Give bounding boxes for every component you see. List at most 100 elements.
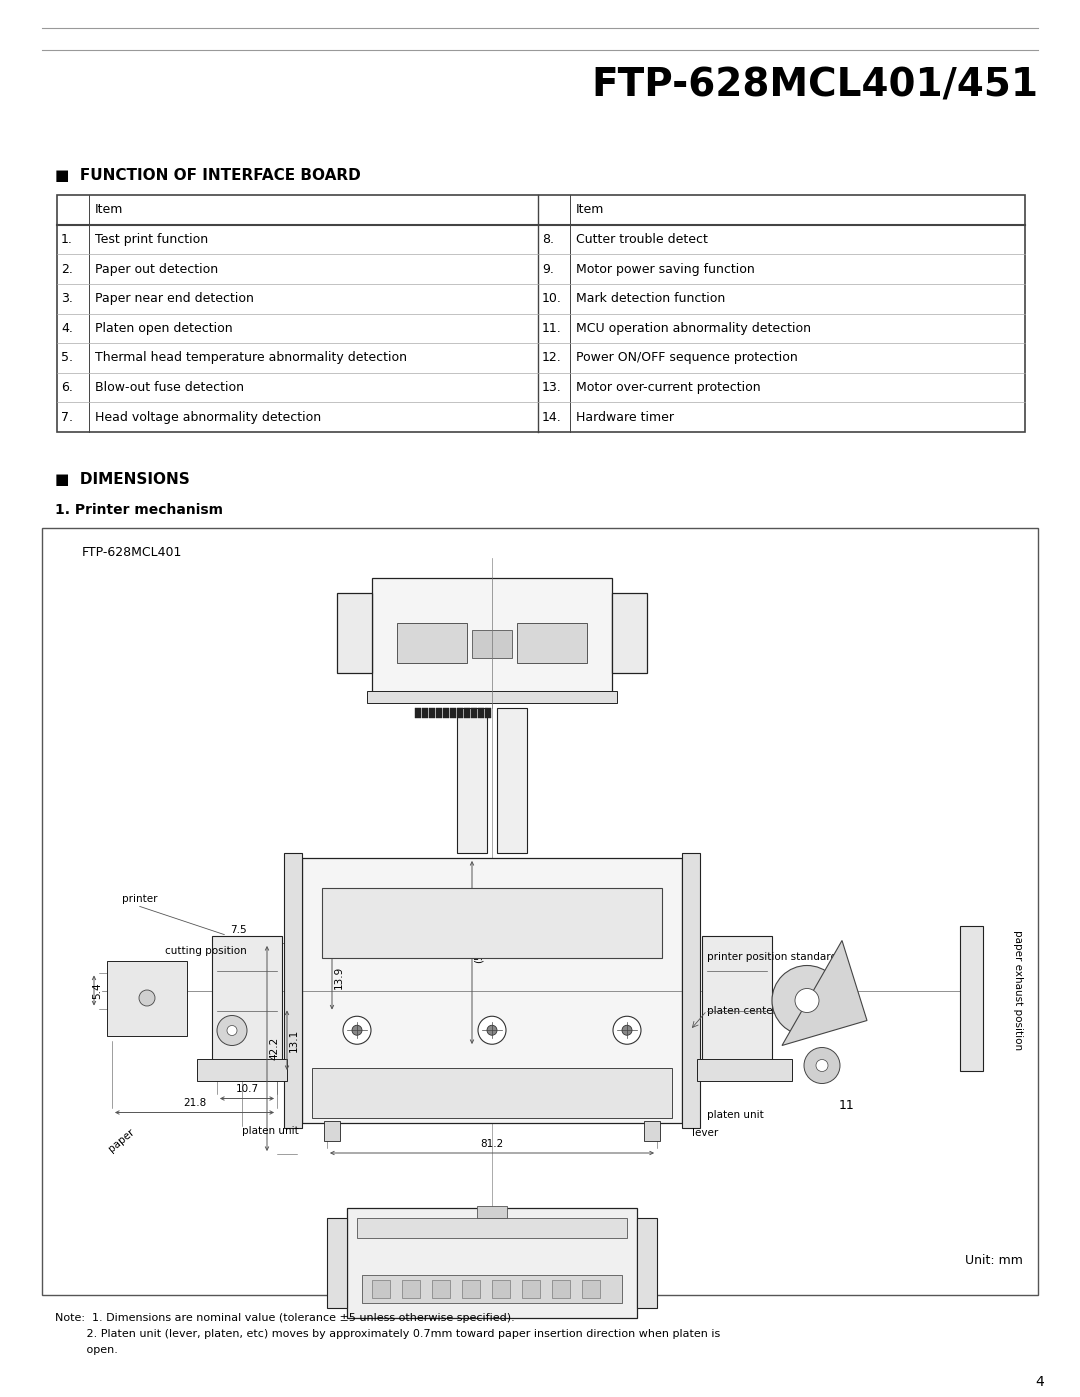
Text: Thermal head temperature abnormality detection: Thermal head temperature abnormality det… <box>95 352 407 365</box>
Text: 6.: 6. <box>60 381 72 394</box>
Bar <box>397 623 467 664</box>
Text: 7.: 7. <box>60 411 73 423</box>
Circle shape <box>613 1016 642 1044</box>
Text: 81.2: 81.2 <box>481 1139 503 1148</box>
Bar <box>347 1208 637 1317</box>
Text: printer: printer <box>122 894 158 904</box>
Bar <box>612 592 647 673</box>
Circle shape <box>795 989 819 1013</box>
Circle shape <box>804 1048 840 1084</box>
Bar <box>197 1059 287 1080</box>
Text: 5.: 5. <box>60 352 73 365</box>
Text: platen unit: platen unit <box>707 1111 764 1120</box>
Bar <box>697 1059 792 1080</box>
Circle shape <box>772 965 842 1035</box>
Bar <box>457 708 487 854</box>
Bar <box>327 1218 347 1308</box>
Text: 13.1: 13.1 <box>289 1028 299 1052</box>
Bar <box>422 708 428 718</box>
Bar <box>478 708 484 718</box>
Bar <box>497 708 527 854</box>
Bar <box>443 708 449 718</box>
Bar <box>337 592 372 673</box>
Circle shape <box>816 1059 828 1071</box>
Text: Head voltage abnormality detection: Head voltage abnormality detection <box>95 411 321 423</box>
Circle shape <box>622 1025 632 1035</box>
Text: Test print function: Test print function <box>95 233 208 246</box>
Text: 3.: 3. <box>60 292 72 305</box>
Text: Unit: mm: Unit: mm <box>966 1253 1023 1267</box>
Bar <box>415 708 421 718</box>
Bar <box>324 1120 340 1141</box>
Circle shape <box>217 1016 247 1045</box>
Text: 2.: 2. <box>60 263 72 275</box>
Bar <box>582 1280 600 1298</box>
Circle shape <box>487 1025 497 1035</box>
Bar <box>357 1218 627 1238</box>
Text: platen center: platen center <box>707 1006 777 1016</box>
Bar <box>462 1280 480 1298</box>
Bar <box>637 1218 657 1308</box>
Text: paper: paper <box>107 1127 137 1154</box>
Bar <box>457 708 463 718</box>
Text: 1. Printer mechanism: 1. Printer mechanism <box>55 503 222 517</box>
Text: Hardware timer: Hardware timer <box>576 411 674 423</box>
Text: FTP-628MCL401: FTP-628MCL401 <box>82 546 183 559</box>
Bar <box>312 1067 672 1118</box>
Text: lever: lever <box>692 1127 718 1139</box>
Bar <box>402 1280 420 1298</box>
Text: ■  FUNCTION OF INTERFACE BOARD: ■ FUNCTION OF INTERFACE BOARD <box>55 168 361 183</box>
Text: 4: 4 <box>1036 1375 1044 1389</box>
Bar <box>212 936 282 1060</box>
Text: open.: open. <box>55 1345 118 1355</box>
Text: Paper out detection: Paper out detection <box>95 263 218 275</box>
Bar <box>492 1280 510 1298</box>
Bar <box>57 196 1025 432</box>
Bar <box>372 1280 390 1298</box>
Text: Item: Item <box>95 204 123 217</box>
Text: 7.5: 7.5 <box>230 925 247 935</box>
Bar <box>432 1280 450 1298</box>
Text: Blow-out fuse detection: Blow-out fuse detection <box>95 381 244 394</box>
Text: Power ON/OFF sequence protection: Power ON/OFF sequence protection <box>576 352 798 365</box>
Text: Motor over-current protection: Motor over-current protection <box>576 381 760 394</box>
Text: 11: 11 <box>839 1099 855 1112</box>
Bar <box>517 623 588 664</box>
Text: 9.: 9. <box>542 263 554 275</box>
Text: 2. Platen unit (lever, platen, etc) moves by approximately 0.7mm toward paper in: 2. Platen unit (lever, platen, etc) move… <box>55 1329 720 1338</box>
Bar <box>472 630 512 658</box>
Bar <box>552 1280 570 1298</box>
Text: 4.: 4. <box>60 321 72 335</box>
Bar <box>450 708 456 718</box>
Text: 42.2: 42.2 <box>269 1037 279 1060</box>
Text: 12.: 12. <box>542 352 562 365</box>
Bar <box>429 708 435 718</box>
Text: Item: Item <box>576 204 605 217</box>
Text: printer position standard: printer position standard <box>707 953 837 963</box>
Text: Note:  1. Dimensions are nominal value (tolerance ±5 unless otherwise specified): Note: 1. Dimensions are nominal value (t… <box>55 1313 515 1323</box>
Bar <box>284 854 302 1127</box>
Text: paper exhaust position: paper exhaust position <box>1013 930 1023 1051</box>
Bar <box>436 708 442 718</box>
Text: 5.4: 5.4 <box>92 982 102 999</box>
Bar <box>107 961 187 1035</box>
Text: ■  DIMENSIONS: ■ DIMENSIONS <box>55 472 190 488</box>
Bar <box>464 708 470 718</box>
Circle shape <box>139 990 156 1006</box>
Bar <box>522 1280 540 1298</box>
Bar <box>367 692 617 703</box>
Bar <box>477 1206 507 1218</box>
Polygon shape <box>782 940 867 1045</box>
Text: 11.: 11. <box>542 321 562 335</box>
Bar <box>471 708 477 718</box>
Text: Platen open detection: Platen open detection <box>95 321 232 335</box>
Text: Mark detection function: Mark detection function <box>576 292 726 305</box>
Circle shape <box>478 1016 507 1044</box>
Bar <box>644 1120 660 1141</box>
Text: FTP-628MCL401/451: FTP-628MCL401/451 <box>591 66 1038 103</box>
Text: Paper near end detection: Paper near end detection <box>95 292 254 305</box>
Bar <box>681 854 700 1127</box>
Circle shape <box>343 1016 372 1044</box>
Text: Motor power saving function: Motor power saving function <box>576 263 755 275</box>
Bar <box>362 1275 622 1303</box>
